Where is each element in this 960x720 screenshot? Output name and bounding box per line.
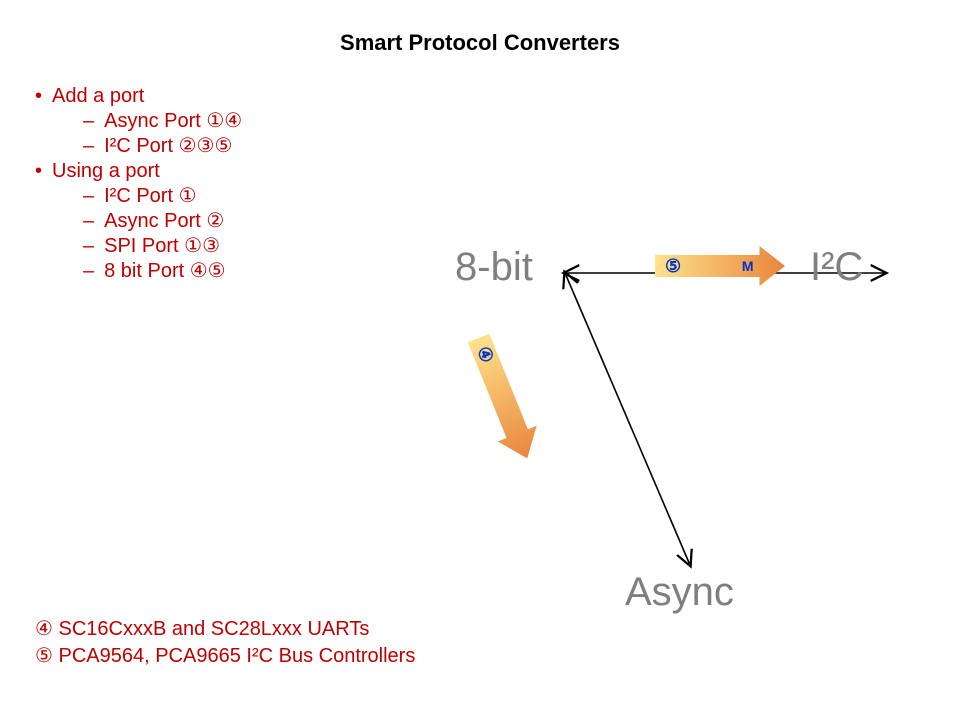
footnote-line: ④ SC16CxxxB and SC28Lxxx UARTs	[35, 616, 415, 641]
node-i2c: I²C	[810, 245, 863, 290]
node-async: Async	[625, 570, 734, 615]
title-text: Smart Protocol Converters	[340, 30, 620, 55]
bullet-list: Add a portAsync Port ①④I²C Port ②③⑤Using…	[35, 85, 242, 285]
node-eightbit: 8-bit	[455, 245, 533, 290]
bullet-subitem: SPI Port ①③	[83, 233, 242, 258]
footnotes: ④ SC16CxxxB and SC28Lxxx UARTs⑤ PCA9564,…	[35, 616, 415, 670]
connector-line	[565, 273, 690, 565]
diagram: 8-bitI²CAsync ⑤M④	[430, 235, 930, 635]
page-title: Smart Protocol Converters	[0, 30, 960, 56]
footnote-line: ⑤ PCA9564, PCA9665 I²C Bus Controllers	[35, 643, 415, 668]
bullet-subitem: I²C Port ②③⑤	[83, 133, 242, 158]
arrow5-label-right: M	[742, 258, 754, 274]
bullet-item: Add a port	[35, 85, 144, 107]
bullet-subitem: 8 bit Port ④⑤	[83, 258, 242, 283]
bullet-subitem: I²C Port ①	[83, 183, 242, 208]
bullet-item: Using a port	[35, 160, 160, 182]
bullet-subitem: Async Port ①④	[83, 108, 242, 133]
arrow5-label-left: ⑤	[665, 256, 681, 277]
arrow5: ⑤M	[655, 246, 785, 286]
bullet-subitem: Async Port ②	[83, 208, 242, 233]
